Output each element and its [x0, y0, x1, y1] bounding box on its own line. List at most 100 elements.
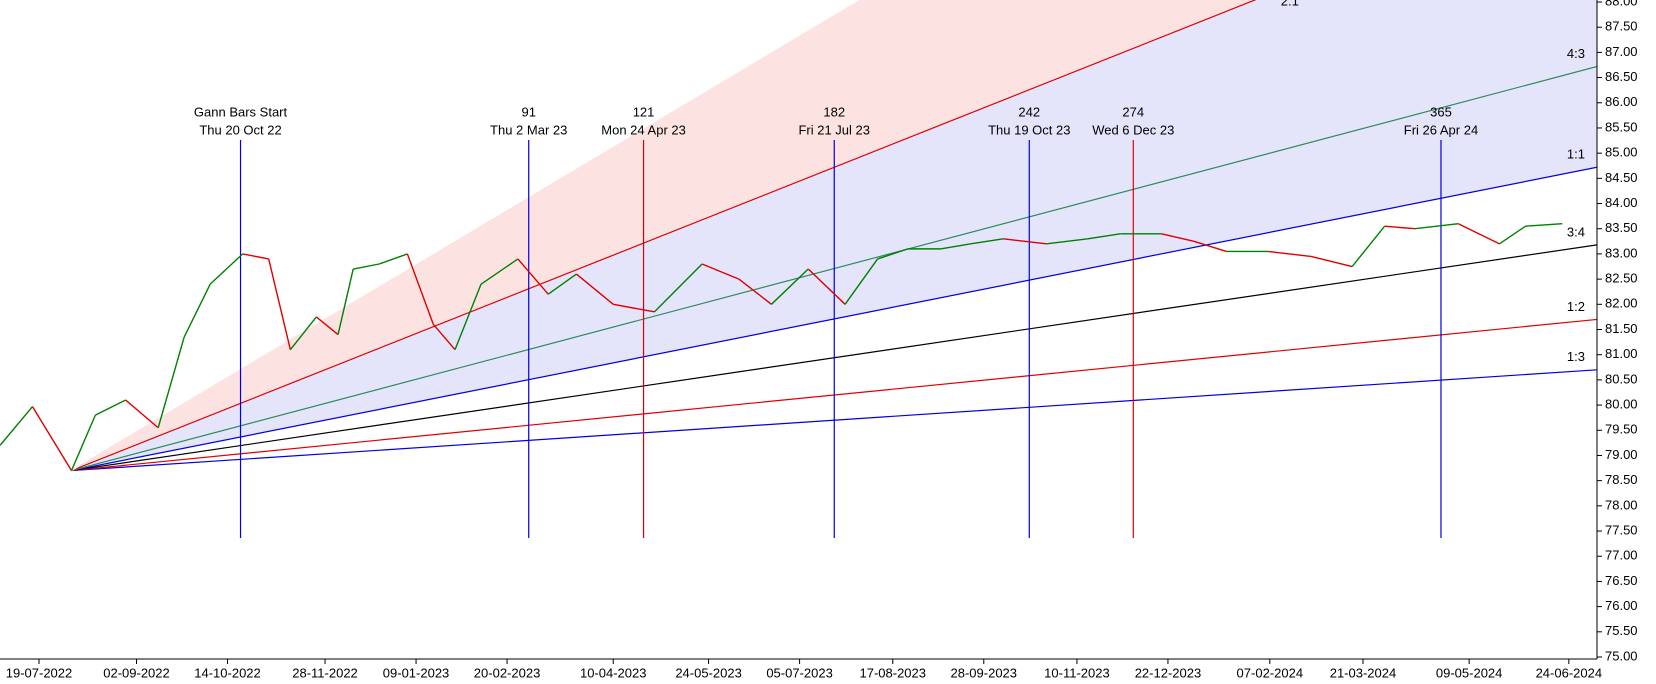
x-tick-label: 28-09-2023 [951, 665, 1018, 680]
y-tick-label: 85.00 [1605, 145, 1638, 160]
gann-bar-date: Thu 2 Mar 23 [490, 122, 567, 137]
gann-bar-label: 91 [521, 104, 535, 119]
price-segment [738, 278, 772, 305]
price-segment [517, 258, 549, 295]
y-tick-label: 84.50 [1605, 170, 1638, 185]
x-tick-label: 22-12-2023 [1135, 665, 1202, 680]
y-tick-label: 83.00 [1605, 245, 1638, 260]
y-tick-label: 81.00 [1605, 346, 1638, 361]
price-segment [1267, 250, 1312, 258]
gann-bar-date: Fri 21 Jul 23 [798, 122, 870, 137]
gann-bar-label: 274 [1122, 104, 1144, 119]
price-segment [315, 316, 339, 336]
x-tick-label: 10-11-2023 [1044, 665, 1110, 680]
price-segment [454, 283, 482, 350]
fan-label: 1:1 [1567, 147, 1585, 162]
y-tick-label: 78.00 [1605, 497, 1638, 512]
fan-label: 3:4 [1567, 224, 1585, 239]
price-segment [970, 238, 1004, 245]
price-segment [337, 268, 354, 335]
price-segment [575, 273, 614, 305]
y-tick-label: 82.00 [1605, 296, 1638, 311]
price-segment [268, 258, 292, 350]
y-tick-label: 87.00 [1605, 44, 1638, 59]
x-tick-label: 14-10-2022 [194, 665, 261, 680]
price-segment [547, 273, 577, 295]
price-segment [613, 303, 655, 313]
fan-label: 4:3 [1567, 46, 1585, 61]
x-tick-label: 10-04-2023 [580, 665, 647, 680]
price-segment [701, 263, 740, 280]
fan-label: 1:3 [1567, 349, 1585, 364]
price-segment [480, 258, 519, 285]
gann-bar-date: Thu 20 Oct 22 [199, 122, 281, 137]
y-tick-label: 82.50 [1605, 271, 1638, 286]
price-segment [70, 414, 96, 471]
price-segment [1046, 238, 1088, 245]
price-segment [1458, 223, 1500, 245]
fan-label: 1:2 [1567, 299, 1585, 314]
x-tick-label: 07-02-2024 [1237, 665, 1304, 680]
price-segment [1087, 233, 1121, 240]
price-segment [432, 324, 456, 351]
price-segment [1384, 225, 1416, 230]
price-segment [95, 399, 126, 416]
price-segment [940, 243, 971, 250]
price-segment [242, 253, 269, 260]
price-segment [1003, 238, 1047, 245]
x-tick-label: 17-08-2023 [860, 665, 927, 680]
price-segment [1161, 233, 1195, 243]
y-tick-label: 76.00 [1605, 598, 1638, 613]
gann-bar-label: Gann Bars Start [194, 104, 288, 119]
price-segment [406, 253, 435, 325]
price-segment [353, 263, 380, 270]
price-segment [1310, 255, 1353, 268]
x-tick-label: 19-07-2022 [6, 665, 73, 680]
price-segment [31, 406, 73, 471]
y-tick-label: 77.50 [1605, 522, 1638, 537]
price-segment [807, 268, 846, 305]
price-segment [844, 258, 879, 305]
price-segment [770, 268, 809, 305]
price-segment [1351, 225, 1386, 267]
gann-bar-date: Wed 6 Dec 23 [1092, 122, 1174, 137]
plot-area [0, 0, 1597, 538]
gann-bar-label: 121 [633, 104, 655, 119]
gann-bar-label: 242 [1018, 104, 1040, 119]
x-tick-label: 24-06-2024 [1536, 665, 1603, 680]
gann-bar-date: Fri 26 Apr 24 [1404, 122, 1478, 137]
y-tick-label: 81.50 [1605, 321, 1638, 336]
x-tick-label: 21-03-2024 [1330, 665, 1397, 680]
y-tick-label: 77.00 [1605, 548, 1638, 563]
price-segment [378, 253, 408, 265]
price-segment [653, 263, 703, 313]
y-tick-label: 79.00 [1605, 447, 1638, 462]
x-tick-label: 09-01-2023 [383, 665, 450, 680]
price-segment [1414, 222, 1459, 230]
x-tick-label: 20-02-2023 [474, 665, 541, 680]
y-tick-label: 75.50 [1605, 623, 1638, 638]
y-tick-label: 86.50 [1605, 69, 1638, 84]
fan-line [71, 0, 862, 472]
y-tick-label: 86.00 [1605, 94, 1638, 109]
x-tick-label: 09-05-2024 [1436, 665, 1503, 680]
price-segment [1525, 222, 1563, 227]
gann-bar-date: Thu 19 Oct 23 [988, 122, 1070, 137]
y-tick-label: 79.50 [1605, 422, 1638, 437]
gann-bar-date: Mon 24 Apr 23 [601, 122, 686, 137]
fan-label: 2:1 [1281, 0, 1299, 8]
x-tick-label: 05-07-2023 [766, 665, 833, 680]
y-tick-label: 83.50 [1605, 220, 1638, 235]
y-tick-label: 84.00 [1605, 195, 1638, 210]
y-tick-label: 76.50 [1605, 573, 1638, 588]
y-tick-label: 78.50 [1605, 472, 1638, 487]
price-segment [877, 248, 909, 260]
price-segment [183, 283, 211, 338]
gann-bar-label: 365 [1430, 104, 1452, 119]
price-segment [157, 336, 185, 428]
price-segment [0, 406, 34, 446]
price-segment [289, 316, 317, 351]
price-segment [125, 399, 159, 429]
